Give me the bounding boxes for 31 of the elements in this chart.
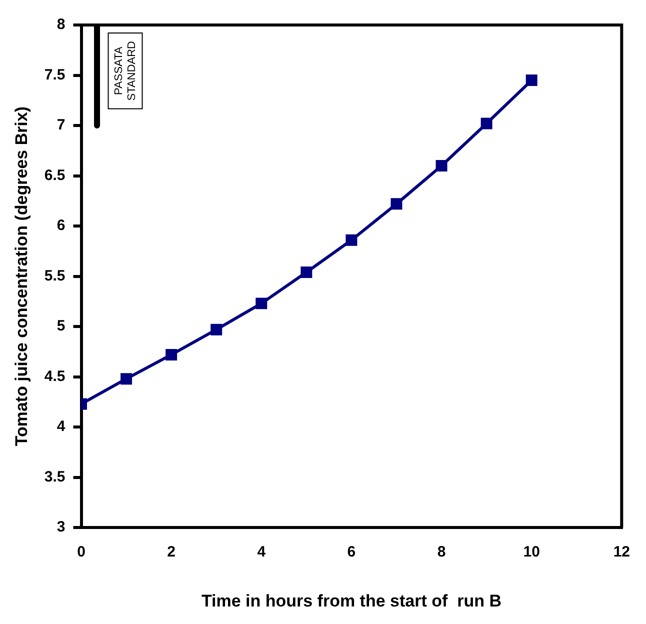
- point: [526, 74, 538, 86]
- point: [256, 298, 268, 310]
- y-tick-label: 5.5: [44, 267, 66, 284]
- x-tick-label: 12: [613, 544, 630, 561]
- point: [120, 373, 132, 385]
- y-tick-label: 6: [56, 217, 66, 234]
- point: [436, 160, 448, 172]
- y-tick-label: 4: [56, 418, 66, 436]
- x-tick-label: 0: [77, 544, 86, 561]
- point: [210, 324, 222, 336]
- y-tick-label: 3.5: [44, 468, 66, 486]
- point: [346, 234, 358, 246]
- point: [480, 118, 492, 130]
- y-tick-label: 8: [56, 16, 66, 34]
- y-tick-label: 7.5: [44, 66, 66, 84]
- y-tick-label: 3: [56, 518, 66, 536]
- x-tick-label: 2: [167, 544, 176, 561]
- y-tick-label: 4.5: [44, 368, 66, 385]
- x-tick-label: 6: [347, 544, 356, 561]
- point: [166, 348, 178, 360]
- y-tick-label: 6.5: [44, 166, 66, 184]
- y-tick-label: 5: [56, 318, 66, 335]
- y-tick-label: 7: [56, 116, 66, 134]
- x-tick-label: 10: [523, 544, 540, 561]
- x-tick-label: 8: [437, 544, 446, 561]
- point: [390, 198, 402, 210]
- x-tick-label: 4: [257, 544, 266, 561]
- point: [300, 266, 312, 278]
- y-axis-title: Tomato juice concentration (degrees Brix): [12, 106, 31, 446]
- annotation: PASSATA STANDARD: [112, 40, 138, 101]
- x-axis-title: Time in hours from the start of run B: [201, 591, 502, 610]
